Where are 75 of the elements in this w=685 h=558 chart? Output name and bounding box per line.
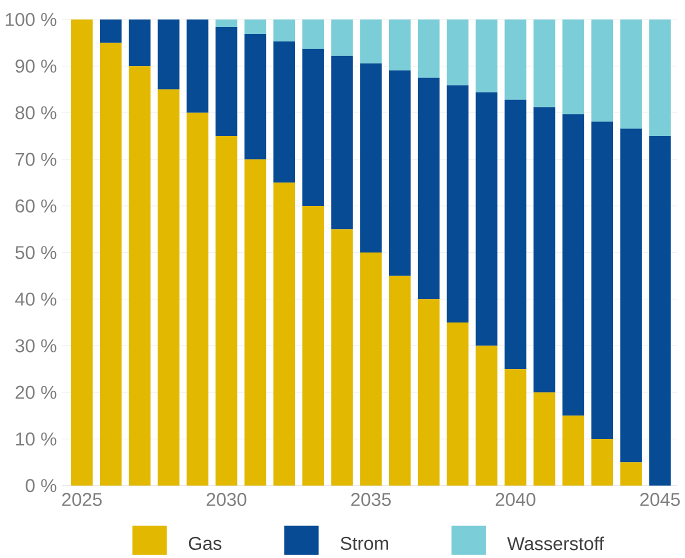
- bar: [504, 20, 526, 100]
- bar: [446, 20, 468, 86]
- bar: [186, 112, 208, 486]
- bar: [360, 20, 382, 64]
- bar: [418, 299, 440, 486]
- x-tick-label: 2040: [496, 493, 536, 506]
- y-tick-label: 90 %: [16, 60, 56, 73]
- bar: [649, 20, 671, 136]
- y-tick-label: 70 %: [16, 152, 56, 166]
- y-tick-label: 30 %: [15, 339, 56, 353]
- bar: [302, 49, 324, 206]
- bar: [504, 100, 526, 370]
- bar: [244, 20, 266, 34]
- y-tick-label: 10 %: [16, 432, 56, 446]
- bar: [216, 20, 238, 28]
- bar: [389, 70, 411, 276]
- bar: [620, 462, 642, 486]
- x-tick-label: 2045: [640, 493, 680, 506]
- bar: [158, 20, 180, 90]
- bar: [389, 20, 411, 71]
- bar: [591, 20, 614, 122]
- y-tick-label: 100 %: [6, 13, 56, 26]
- bar: [216, 136, 238, 486]
- y-tick-label: 20 %: [16, 386, 56, 400]
- bar: [186, 20, 208, 113]
- bar: [128, 66, 151, 486]
- x-tick-label: 2025: [62, 493, 102, 506]
- bar: [244, 160, 266, 486]
- bar: [273, 42, 296, 183]
- bar: [244, 34, 266, 160]
- bar: [476, 20, 498, 92]
- bar: [360, 64, 382, 253]
- bar: [71, 20, 93, 486]
- bar: [534, 392, 556, 486]
- bar: [620, 20, 642, 129]
- bar: [273, 20, 296, 42]
- y-tick-label: 60 %: [16, 200, 56, 213]
- legend-label: Gas: [188, 537, 222, 550]
- bar: [331, 20, 353, 56]
- bar: [418, 78, 440, 300]
- bar: [100, 20, 122, 44]
- bar: [620, 128, 642, 463]
- bar: [389, 276, 411, 486]
- bar: [562, 416, 584, 486]
- x-tick-label: 2030: [206, 493, 246, 506]
- bar: [534, 20, 556, 108]
- bar: [302, 20, 324, 50]
- bar: [591, 122, 614, 440]
- y-tick-label: 80 %: [16, 106, 56, 120]
- bar: [476, 346, 498, 486]
- bar: [476, 92, 498, 346]
- bar: [360, 252, 382, 486]
- y-tick-label: 40 %: [15, 292, 56, 306]
- bar: [158, 90, 180, 486]
- bar: [446, 85, 468, 323]
- bar: [562, 114, 584, 416]
- legend-label: Wasserstoff: [507, 536, 604, 550]
- bar: [331, 56, 353, 230]
- legend-label: Strom: [340, 537, 388, 550]
- bar: [591, 439, 614, 486]
- bar: [562, 20, 584, 114]
- y-tick-label: 50 %: [15, 246, 56, 260]
- bar: [100, 43, 122, 486]
- bar: [331, 229, 353, 486]
- bar: [128, 20, 151, 66]
- bar: [534, 107, 556, 393]
- y-tick-label: 0 %: [26, 479, 56, 492]
- bar: [446, 322, 468, 486]
- bar: [216, 27, 238, 136]
- bar: [302, 206, 324, 486]
- bar: [649, 136, 671, 486]
- bar: [418, 20, 440, 78]
- bar: [273, 182, 296, 486]
- x-tick-label: 2035: [351, 493, 391, 506]
- bar: [504, 369, 526, 486]
